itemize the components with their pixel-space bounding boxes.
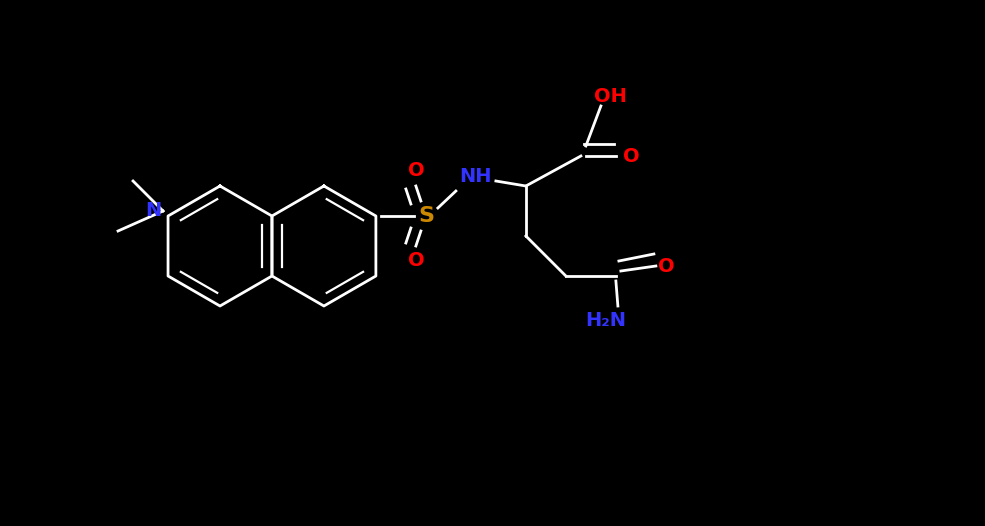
Text: O: O <box>408 161 425 180</box>
Text: OH: OH <box>594 86 627 106</box>
Text: O: O <box>623 147 639 166</box>
Text: H₂N: H₂N <box>585 311 626 330</box>
Text: O: O <box>408 251 425 270</box>
Text: O: O <box>658 257 674 276</box>
Text: NH: NH <box>460 167 492 186</box>
Text: N: N <box>145 201 162 220</box>
Text: S: S <box>418 206 433 226</box>
